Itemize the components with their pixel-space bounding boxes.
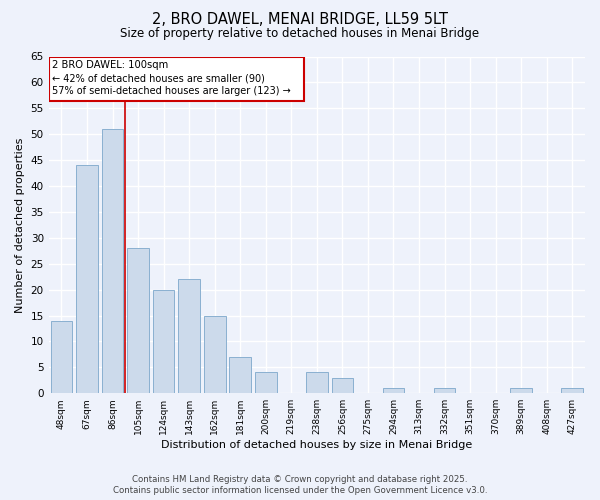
Bar xyxy=(562,388,583,393)
Bar xyxy=(50,320,72,393)
Bar xyxy=(383,388,404,393)
Text: 57% of semi-detached houses are larger (123) →: 57% of semi-detached houses are larger (… xyxy=(52,86,291,96)
Bar xyxy=(510,388,532,393)
Bar xyxy=(255,372,277,393)
Text: Contains public sector information licensed under the Open Government Licence v3: Contains public sector information licen… xyxy=(113,486,487,495)
Text: Size of property relative to detached houses in Menai Bridge: Size of property relative to detached ho… xyxy=(121,28,479,40)
Bar xyxy=(229,357,251,393)
X-axis label: Distribution of detached houses by size in Menai Bridge: Distribution of detached houses by size … xyxy=(161,440,472,450)
Bar xyxy=(76,166,98,393)
Bar xyxy=(101,129,124,393)
Text: 2, BRO DAWEL, MENAI BRIDGE, LL59 5LT: 2, BRO DAWEL, MENAI BRIDGE, LL59 5LT xyxy=(152,12,448,28)
Bar xyxy=(434,388,455,393)
Text: Contains HM Land Registry data © Crown copyright and database right 2025.: Contains HM Land Registry data © Crown c… xyxy=(132,475,468,484)
Bar xyxy=(306,372,328,393)
Text: ← 42% of detached houses are smaller (90): ← 42% of detached houses are smaller (90… xyxy=(52,74,265,84)
Y-axis label: Number of detached properties: Number of detached properties xyxy=(15,137,25,312)
Bar xyxy=(204,316,226,393)
Text: 2 BRO DAWEL: 100sqm: 2 BRO DAWEL: 100sqm xyxy=(52,60,169,70)
Bar xyxy=(178,279,200,393)
Bar xyxy=(153,290,175,393)
Bar xyxy=(127,248,149,393)
Bar xyxy=(49,56,304,100)
Bar xyxy=(332,378,353,393)
